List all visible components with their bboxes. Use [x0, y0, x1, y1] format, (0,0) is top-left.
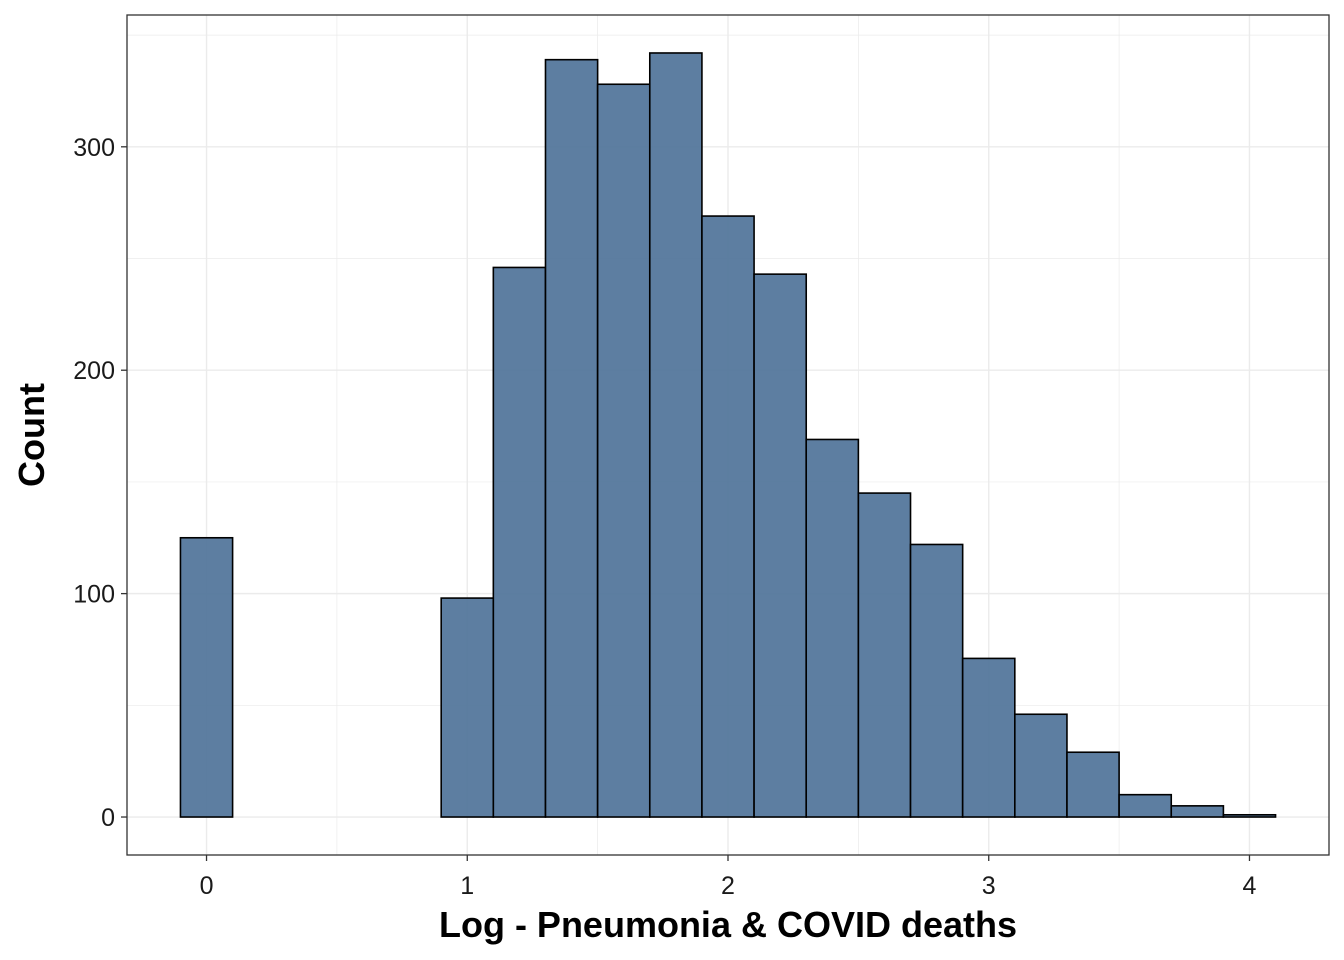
x-tick-label: 4 — [1243, 872, 1257, 900]
histogram-bar — [179, 536, 234, 818]
x-tick-label: 2 — [721, 872, 735, 900]
y-tick-label: 200 — [73, 357, 115, 385]
histogram-bar — [440, 597, 495, 818]
x-tick-label: 3 — [982, 872, 996, 900]
histogram-bar — [805, 438, 860, 818]
histogram-bar — [544, 58, 599, 818]
y-tick-label: 300 — [73, 134, 115, 162]
y-tick-label: 100 — [73, 581, 115, 609]
histogram-bar — [1014, 713, 1068, 818]
histogram-bar — [1118, 793, 1173, 818]
y-axis-ticks: 0 100 200 300 — [73, 134, 127, 832]
histogram-bar — [961, 657, 1016, 818]
histogram-bar — [492, 266, 547, 818]
x-tick-label: 1 — [460, 872, 474, 900]
histogram-bar — [1222, 813, 1277, 818]
y-axis-title: Count — [11, 383, 52, 487]
x-tick-label: 0 — [200, 872, 214, 900]
histogram-bar — [1170, 805, 1225, 818]
histogram-bar — [857, 492, 912, 818]
histogram-bar — [596, 83, 651, 818]
histogram-bar — [1066, 751, 1120, 818]
x-axis-ticks: 0 1 2 3 4 — [200, 855, 1257, 900]
x-axis-title: Log - Pneumonia & COVID deaths — [439, 904, 1017, 945]
histogram-bars — [179, 52, 1277, 818]
histogram-bar — [648, 52, 703, 818]
histogram-bar — [701, 215, 755, 818]
histogram-bar — [753, 273, 808, 818]
y-tick-label: 0 — [101, 804, 115, 832]
histogram-bar — [909, 543, 964, 818]
